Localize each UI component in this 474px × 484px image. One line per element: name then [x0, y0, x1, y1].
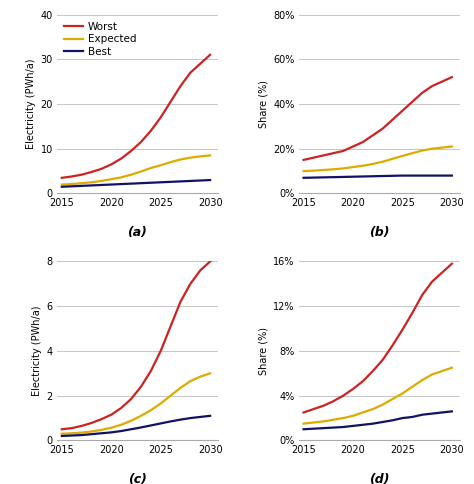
Y-axis label: Share (%): Share (%)	[259, 80, 269, 128]
Legend: Worst, Expected, Best: Worst, Expected, Best	[62, 20, 139, 59]
Text: (c): (c)	[128, 473, 147, 484]
Y-axis label: Electricity (PWh/a): Electricity (PWh/a)	[26, 59, 36, 149]
Text: (d): (d)	[369, 473, 390, 484]
Text: (b): (b)	[369, 226, 390, 239]
Y-axis label: Electricity (PWh/a): Electricity (PWh/a)	[32, 306, 42, 396]
Text: (a): (a)	[128, 226, 147, 239]
Y-axis label: Share (%): Share (%)	[259, 327, 269, 375]
